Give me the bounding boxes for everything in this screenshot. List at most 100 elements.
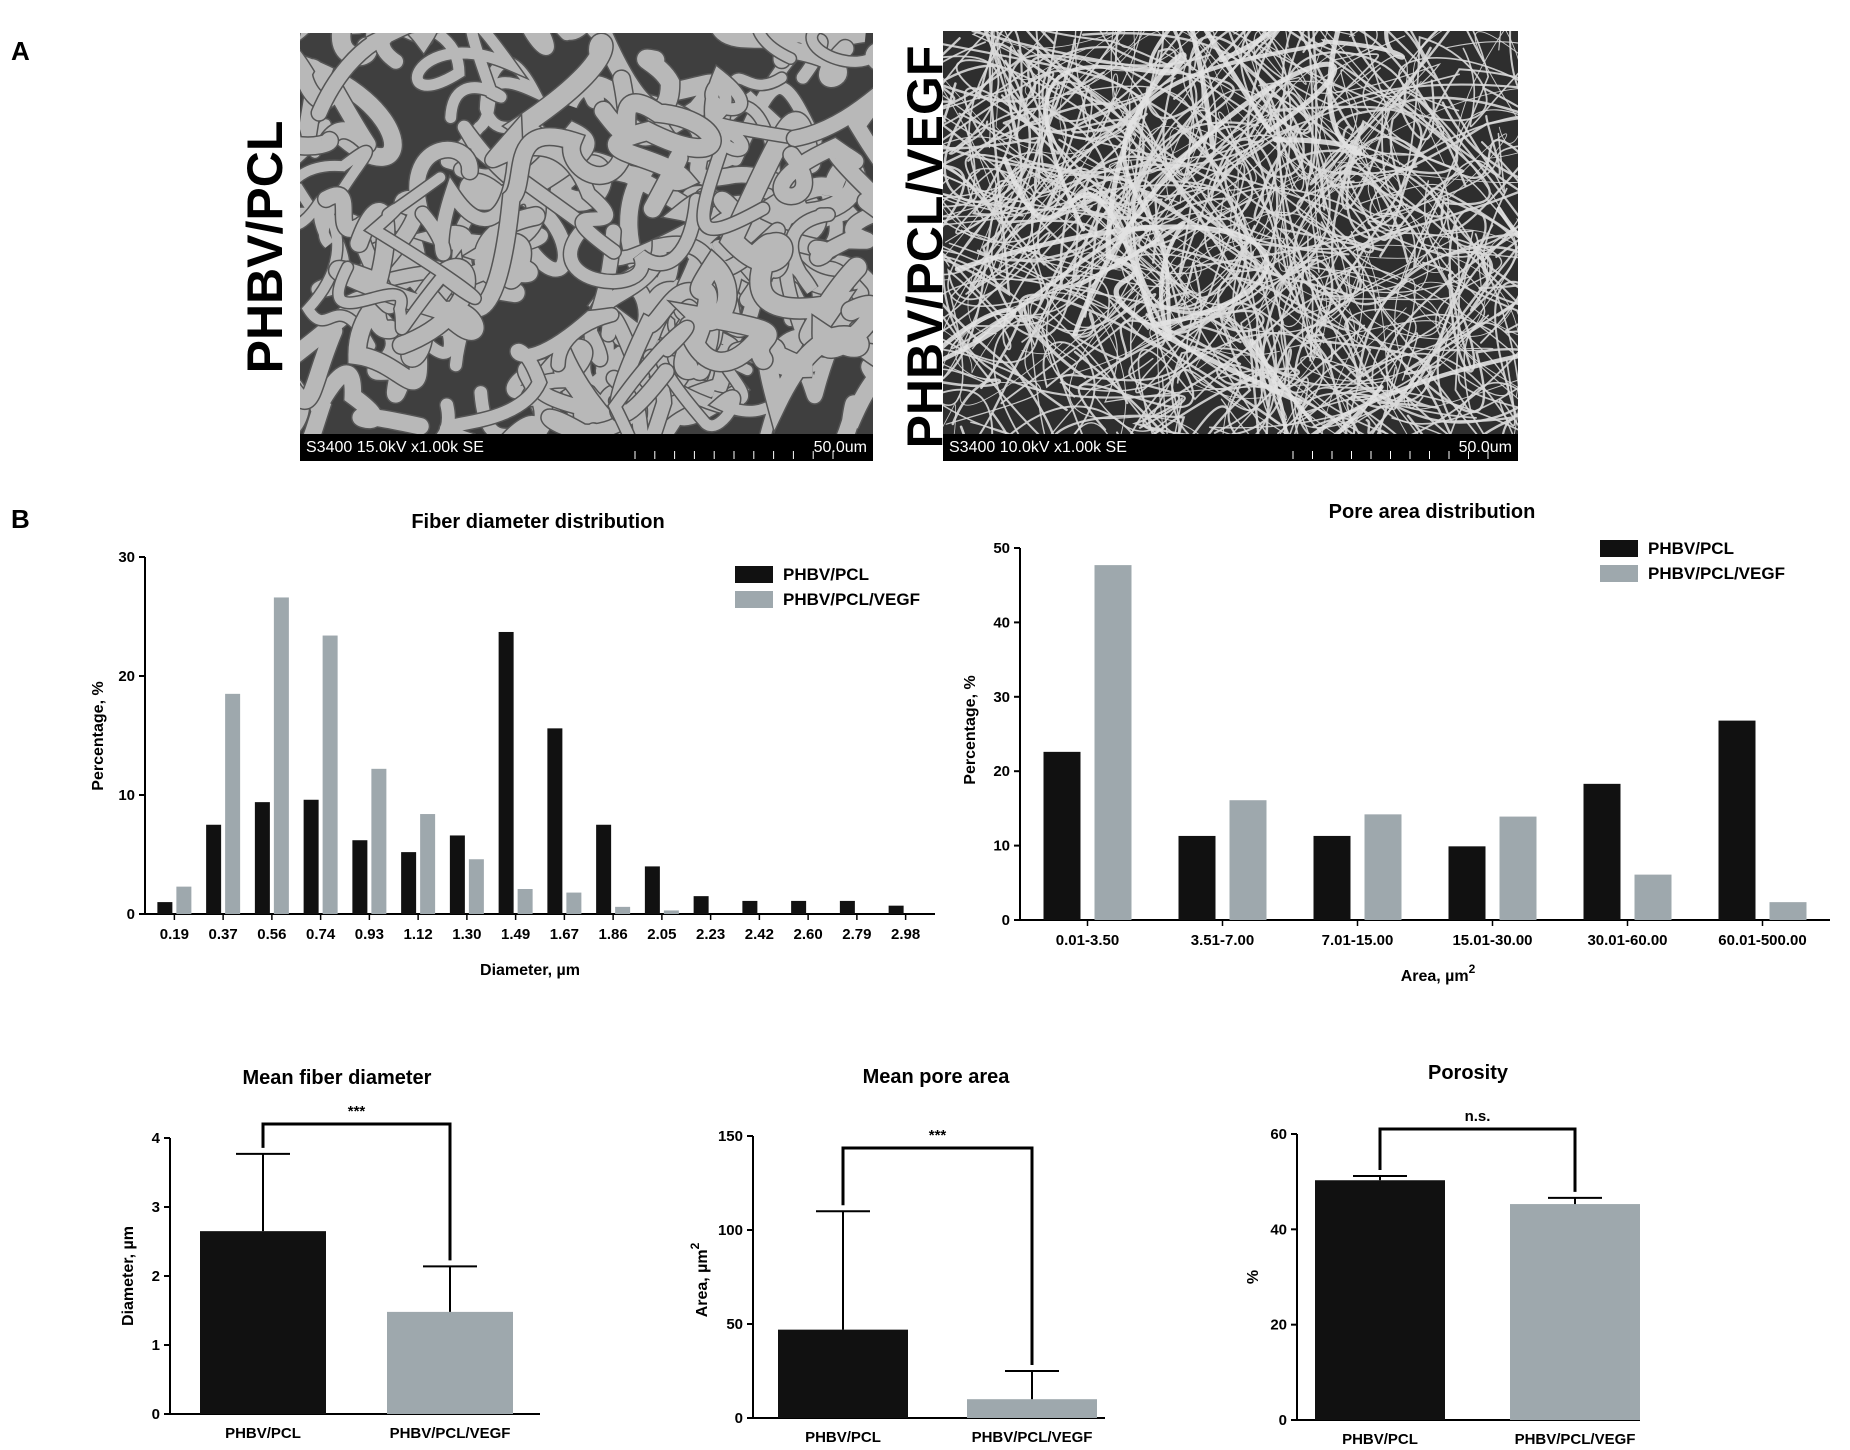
y-tick-label: 10 xyxy=(118,787,135,804)
y-tick-label: 0 xyxy=(127,906,135,923)
mean-fiber-chart: Mean fiber diameter 0 1 2 3 4 PHBV/PCL PHBV/PCL… xyxy=(90,1050,570,1450)
y-tick-label: 60 xyxy=(1270,1126,1287,1143)
legend-swatch xyxy=(735,566,773,583)
bar-phbv-pcl xyxy=(547,728,563,914)
bar-phbv-pcl xyxy=(644,866,660,914)
sem-info-bar: S3400 15.0kV x1.00k SE 50.0um xyxy=(300,434,873,461)
panel-a-letter: A xyxy=(11,36,30,66)
bar-phbv-pcl-vegf xyxy=(1229,800,1267,920)
x-axis-label: Diameter, µm xyxy=(480,962,580,979)
y-axis-label: Diameter, µm xyxy=(120,1226,137,1326)
sem-info-text: S3400 10.0kV x1.00k SE xyxy=(949,439,1127,456)
sem-scale-ticks xyxy=(634,451,834,459)
bar-phbv-pcl xyxy=(1178,835,1216,920)
bar-phbv-pcl xyxy=(1315,1180,1445,1420)
x-tick-label: PHBV/PCL/VEGF xyxy=(390,1425,511,1442)
bar-phbv-pcl-vegf xyxy=(371,768,387,914)
bar-phbv-pcl xyxy=(1313,835,1351,920)
x-tick-label: 1.49 xyxy=(501,926,530,943)
bar-phbv-pcl xyxy=(778,1329,908,1418)
x-tick-label: 0.19 xyxy=(160,926,189,943)
bar-phbv-pcl-vegf xyxy=(967,1399,1097,1418)
y-tick-label: 4 xyxy=(152,1130,161,1147)
bar-phbv-pcl-vegf xyxy=(566,892,582,914)
bar-phbv-pcl-vegf xyxy=(273,597,289,914)
bar-phbv-pcl-vegf xyxy=(615,906,631,914)
y-axis-label: Percentage, % xyxy=(962,675,979,784)
chart-title: Mean pore area xyxy=(863,1066,1011,1088)
bar-phbv-pcl-vegf xyxy=(322,635,338,914)
y-tick-label: 0 xyxy=(152,1406,160,1423)
x-tick-label: 3.51-7.00 xyxy=(1191,932,1254,949)
legend-label: PHBV/PCL/VEGF xyxy=(1648,564,1785,583)
bar-phbv-pcl xyxy=(200,1231,326,1414)
x-tick-label: 2.05 xyxy=(647,926,676,943)
y-tick-label: 10 xyxy=(993,838,1010,855)
bar-phbv-pcl xyxy=(498,631,514,914)
x-tick-label: 1.67 xyxy=(550,926,579,943)
y-tick-label: 50 xyxy=(993,540,1010,557)
chart-title: Pore area distribution xyxy=(1329,501,1536,523)
x-tick-label: 7.01-15.00 xyxy=(1322,932,1394,949)
sem-label-phbv-pcl: PHBV/PCL xyxy=(237,120,293,374)
sem-info-text: S3400 15.0kV x1.00k SE xyxy=(306,439,484,456)
y-axis-label: Area, µm2 xyxy=(688,1242,711,1317)
bar-phbv-pcl xyxy=(401,852,417,914)
sem-fiber-texture-thick xyxy=(300,33,873,434)
x-tick-label: 1.86 xyxy=(599,926,628,943)
y-tick-label: 40 xyxy=(993,614,1010,631)
y-axis-label: % xyxy=(1245,1270,1262,1284)
y-tick-label: 100 xyxy=(718,1222,743,1239)
mean-pore-chart: Mean pore area 0 50 100 150 PHBV/PCL PHBV/PCL/… xyxy=(660,1050,1140,1450)
x-tick-label: PHBV/PCL xyxy=(225,1425,301,1442)
significance-label: n.s. xyxy=(1465,1108,1491,1125)
bar-phbv-pcl xyxy=(791,900,807,914)
porosity-chart: Porosity 0 20 40 60 PHBV/PCL PHBV/PCL/VEGF n.s.… xyxy=(1220,1045,1700,1450)
bar-phbv-pcl-vegf xyxy=(1499,816,1537,920)
y-axis-label-sup: 2 xyxy=(688,1242,702,1249)
x-tick-label: 2.79 xyxy=(842,926,871,943)
x-tick-label: 0.37 xyxy=(209,926,238,943)
legend-label: PHBV/PCL/VEGF xyxy=(783,590,920,609)
bar-phbv-pcl xyxy=(157,902,173,914)
fiber-diameter-chart: Fiber diameter distribution 0 10 20 30 0.19 0.… xyxy=(0,500,960,1000)
bar-phbv-pcl-vegf xyxy=(468,859,484,914)
x-tick-label: 60.01-500.00 xyxy=(1718,932,1806,949)
mean-fiber-svg: Mean fiber diameter 0 1 2 3 4 PHBV/PCL PHBV/PCL… xyxy=(120,1067,540,1442)
x-axis-label-sup: 2 xyxy=(1469,962,1476,976)
bar-phbv-pcl xyxy=(1448,846,1486,920)
fiber-diameter-svg: Fiber diameter distribution 0 10 20 30 0.19 0.… xyxy=(90,511,935,979)
pore-area-chart: Pore area distribution 0 10 20 30 40 50 0.01-3.… xyxy=(930,490,1850,1000)
bar-phbv-pcl xyxy=(206,824,222,914)
bar-phbv-pcl xyxy=(839,900,855,914)
sem-scale-ticks xyxy=(1292,451,1489,459)
sem-image-phbv-pcl-vegf: S3400 10.0kV x1.00k SE 50.0um xyxy=(943,31,1518,461)
y-tick-label: 30 xyxy=(118,549,135,566)
x-tick-label: PHBV/PCL xyxy=(805,1429,881,1446)
significance-label: *** xyxy=(929,1127,947,1144)
y-tick-label: 30 xyxy=(993,689,1010,706)
bar-phbv-pcl-vegf xyxy=(517,889,533,914)
y-tick-label: 150 xyxy=(718,1128,743,1145)
bar-phbv-pcl-vegf xyxy=(420,814,436,914)
y-tick-label: 0 xyxy=(1002,912,1010,929)
x-tick-label: PHBV/PCL/VEGF xyxy=(1515,1431,1636,1448)
pore-area-svg: Pore area distribution 0 10 20 30 40 50 0.01-3.… xyxy=(962,501,1830,985)
significance-bracket xyxy=(1378,1127,1577,1192)
legend-swatch xyxy=(1600,565,1638,582)
x-tick-label: 0.56 xyxy=(257,926,286,943)
bar-phbv-pcl xyxy=(596,824,612,914)
significance-bracket xyxy=(261,1122,452,1261)
chart-title: Fiber diameter distribution xyxy=(411,511,664,533)
bar-phbv-pcl xyxy=(888,905,904,914)
significance-label: *** xyxy=(348,1103,366,1120)
y-tick-label: 1 xyxy=(152,1337,160,1354)
sem-fiber-texture-thin xyxy=(943,31,1518,434)
bar-phbv-pcl xyxy=(742,900,758,914)
bar-phbv-pcl xyxy=(693,896,709,914)
x-tick-label: 0.74 xyxy=(306,926,336,943)
y-tick-label: 50 xyxy=(726,1316,743,1333)
bar-phbv-pcl xyxy=(449,835,465,914)
bar-phbv-pcl xyxy=(254,802,270,914)
y-tick-label: 20 xyxy=(993,763,1010,780)
